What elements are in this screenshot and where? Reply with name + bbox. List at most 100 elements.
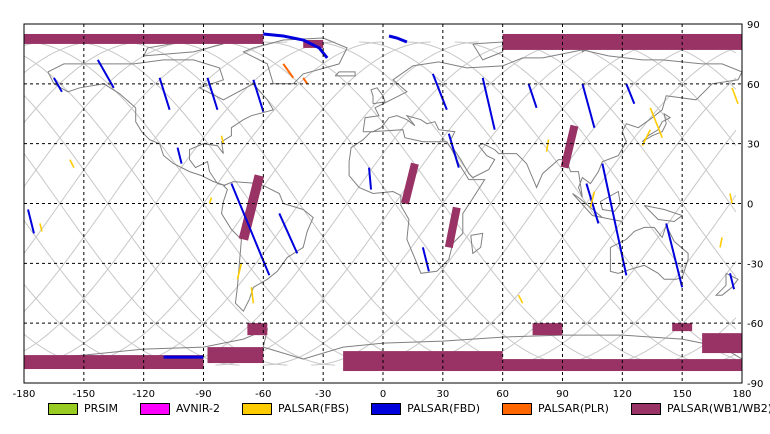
- lon-tick-label: 30: [436, 389, 449, 400]
- fbd-polar-swath: [263, 32, 329, 59]
- coastline: [472, 41, 504, 61]
- wb-strip: [238, 174, 265, 241]
- legend-label: PRSIM: [84, 402, 118, 415]
- lat-tick-label: 60: [747, 80, 760, 91]
- coastline: [23, 328, 743, 360]
- legend-label: PALSAR(PLR): [538, 402, 609, 415]
- legend-swatch: [48, 402, 78, 415]
- fbd-swath: [581, 83, 596, 128]
- coastline: [470, 232, 484, 255]
- legend-item: PALSAR(FBD): [371, 402, 480, 415]
- legend-item: PALSAR(FBS): [241, 402, 350, 415]
- wb-strip: [444, 206, 461, 249]
- lon-tick-label: 0: [380, 389, 386, 400]
- legend-label: PALSAR(FBD): [407, 402, 481, 415]
- fbd-swath: [585, 183, 600, 224]
- fbs-swath: [69, 159, 75, 168]
- fbs-swath: [236, 263, 243, 280]
- fbs-swath: [729, 193, 733, 204]
- legend-item: PALSAR(WB1/WB2): [630, 402, 770, 415]
- lon-tick-label: 150: [673, 389, 692, 400]
- fbs-swath: [545, 139, 550, 152]
- coastline: [348, 129, 486, 274]
- fbd-swath: [481, 77, 496, 130]
- lon-tick-label: -150: [72, 389, 95, 400]
- fbd-polar-swath: [388, 34, 408, 44]
- lat-tick-label: 0: [747, 200, 753, 211]
- legend-swatch: [502, 402, 533, 415]
- fbd-swath: [527, 83, 538, 109]
- legend-item: PALSAR(PLR): [502, 402, 609, 415]
- fbd-swath: [625, 83, 636, 105]
- fbd-swath: [176, 147, 183, 164]
- coastline: [362, 49, 743, 198]
- lon-tick-label: 180: [732, 389, 751, 400]
- coastline: [643, 205, 684, 223]
- coastline: [714, 272, 739, 296]
- plr-swath: [282, 63, 295, 79]
- legend-item: AVNIR-2: [140, 402, 220, 415]
- lat-tick-label: -90: [747, 379, 763, 390]
- legend-swatch: [241, 402, 272, 415]
- wb-swath: [702, 333, 742, 354]
- wb-swath: [207, 347, 264, 364]
- lat-tick-label: 90: [747, 20, 760, 31]
- fbs-swath: [517, 294, 524, 304]
- wb-swath: [343, 351, 503, 372]
- lat-tick-label: 30: [747, 140, 760, 151]
- fbd-swath: [158, 77, 171, 111]
- fbs-swath: [641, 129, 651, 147]
- fbd-swath: [601, 163, 628, 276]
- legend-label: PALSAR(FBS): [277, 402, 350, 415]
- fbd-swath: [278, 213, 299, 254]
- wb-strip: [401, 162, 419, 205]
- lon-tick-label: -180: [13, 389, 36, 400]
- legend-label: AVNIR-2: [176, 402, 220, 415]
- lon-tick-label: -120: [132, 389, 155, 400]
- fbd-swath: [447, 133, 460, 168]
- lon-tick-label: -30: [315, 389, 331, 400]
- wb-swath: [532, 323, 563, 336]
- legend-label: PALSAR(WB1/WB2): [666, 402, 770, 415]
- fbs-swath: [719, 237, 723, 248]
- legend-item: PRSIM: [48, 402, 118, 415]
- coastline: [609, 224, 689, 280]
- lon-tick-label: -60: [255, 389, 271, 400]
- lon-tick-label: -90: [195, 389, 211, 400]
- fbd-swath: [96, 59, 115, 89]
- fbs-swath: [649, 107, 663, 138]
- fbd-swath: [206, 77, 219, 111]
- fbd-swath: [665, 223, 684, 288]
- lon-tick-label: 120: [613, 389, 632, 400]
- fbs-swath: [731, 87, 739, 105]
- lat-tick-label: -30: [747, 259, 763, 270]
- legend: PRSIM AVNIR-2 PALSAR(FBS) PALSAR(FBD) PALSAR…: [48, 402, 770, 415]
- coastline: [370, 87, 386, 105]
- fbs-swath: [220, 135, 225, 144]
- coastline: [641, 112, 672, 143]
- fbs-swath: [208, 197, 213, 204]
- fbs-swath: [39, 223, 43, 232]
- fbd-swath: [431, 73, 448, 111]
- wb-strip: [560, 124, 579, 169]
- fbd-swath: [53, 77, 63, 93]
- fbd-swath: [421, 247, 430, 272]
- lat-tick-label: -60: [747, 319, 763, 330]
- coastline: [599, 190, 621, 213]
- legend-swatch: [371, 402, 402, 415]
- legend-swatch: [140, 402, 170, 415]
- fbs-swath: [250, 287, 255, 304]
- longitude-tick-labels: -180 -150 -120 -90 -60 -30 0 30 60 90 120 150 180: [13, 389, 752, 400]
- wb-swath: [24, 355, 204, 370]
- wb-swath: [672, 323, 693, 332]
- fbd-swath: [368, 167, 373, 190]
- lon-tick-label: 60: [496, 389, 509, 400]
- fbd-swath: [27, 209, 35, 234]
- fbd-swath: [729, 273, 735, 290]
- fbs-swath: [589, 191, 596, 208]
- map-frame: [23, 23, 743, 384]
- coastline: [220, 181, 314, 313]
- wb-swath: [502, 359, 742, 372]
